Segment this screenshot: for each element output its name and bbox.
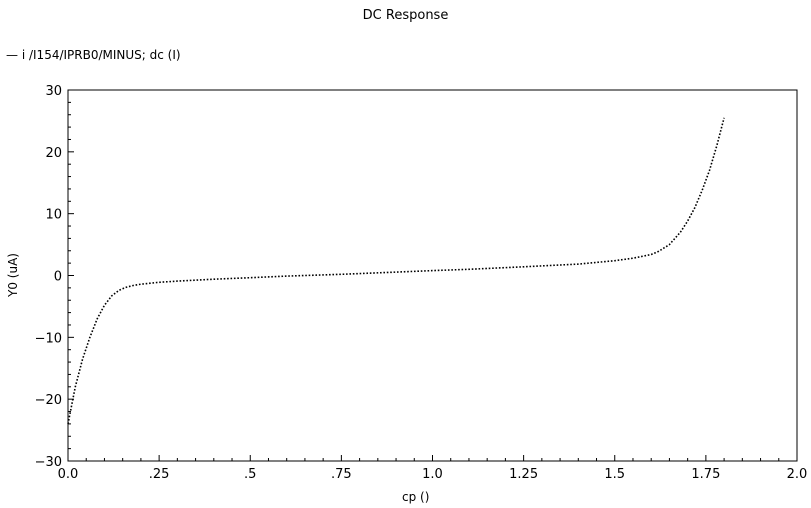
x-tick-label: .75 [331, 467, 352, 482]
x-tick-label: 2.0 [787, 467, 808, 482]
plot-frame [67, 89, 798, 462]
x-tick-label: .25 [149, 467, 170, 482]
x-tick-label: 0.0 [58, 467, 79, 482]
x-tick-label: .5 [244, 467, 256, 482]
series-group [67, 117, 725, 425]
x-tick-label: 1.75 [691, 467, 720, 482]
legend-line-icon: — [6, 48, 18, 62]
chart-title: DC Response [362, 8, 449, 23]
legend-entry: — i /I154/IPRB0/MINUS; dc (I) [6, 48, 181, 62]
axes-group [67, 89, 798, 462]
y-tick-label: 30 [45, 84, 62, 99]
x-axis-label: cp () [402, 490, 430, 504]
tick-labels-group: 0.0 .25 .5 .75 1.0 1.25 1.5 1.75 2.0 −30 −20 −10 0 10… [35, 84, 808, 482]
legend-series-name: i /I154/IPRB0/MINUS; dc (I) [21, 48, 181, 62]
y-tick-label: 0 [54, 270, 62, 285]
y-tick-label: −10 [35, 331, 62, 346]
series-line-0 [67, 117, 725, 425]
x-tick-label: 1.0 [422, 467, 443, 482]
ticks-group [67, 89, 798, 462]
x-tick-label: 1.25 [509, 467, 538, 482]
y-tick-label: 20 [45, 146, 62, 161]
x-tick-label: 1.5 [604, 467, 625, 482]
y-tick-label: −30 [35, 455, 62, 470]
y-tick-label: 10 [45, 208, 62, 223]
y-tick-label: −20 [35, 393, 62, 408]
